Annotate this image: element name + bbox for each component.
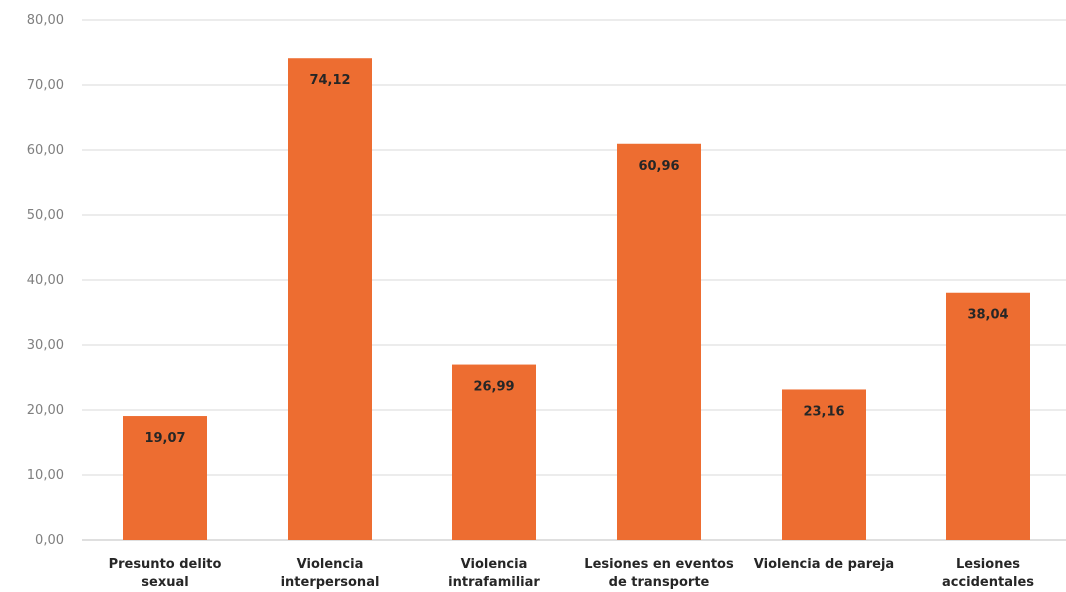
category-label-line: interpersonal [281,575,380,590]
category-label: Presunto delito sexual [109,557,222,590]
data-label: 60,96 [638,159,679,174]
category-label-line: de transporte [609,575,710,590]
category-label: Violencia interpersonal [281,557,380,590]
bar [452,364,536,540]
category-label-line: Presunto delito [109,557,222,572]
category-label: Lesiones accidentales [942,557,1034,590]
category-label-line: Violencia [461,557,528,572]
category-label-line: intrafamiliar [448,575,540,590]
data-label: 38,04 [967,308,1008,323]
y-tick-label: 0,00 [35,533,64,548]
bar [946,292,1030,540]
data-label: 23,16 [803,404,844,419]
data-label: 19,07 [144,431,185,446]
category-label: Lesiones en eventos de transporte [584,557,734,590]
y-tick-label: 40,00 [27,273,64,288]
bar [617,143,701,540]
category-label-line: sexual [141,575,188,590]
bar [782,389,866,540]
y-tick-label: 50,00 [27,208,64,223]
y-tick-label: 30,00 [27,338,64,353]
y-tick-label: 10,00 [27,468,64,483]
bar [288,58,372,540]
category-label-line: Violencia de pareja [754,557,894,572]
category-label: Violencia intrafamiliar [448,557,540,590]
category-label-line: Violencia [297,557,364,572]
y-tick-label: 70,00 [27,78,64,93]
y-tick-label: 60,00 [27,143,64,158]
category-label-line: Lesiones [956,557,1020,572]
data-label: 26,99 [473,380,514,395]
y-tick-label: 80,00 [27,13,64,28]
y-tick-label: 20,00 [27,403,64,418]
data-label: 74,12 [309,73,350,88]
category-label-line: accidentales [942,575,1034,590]
bar [123,416,207,540]
category-label: Violencia de pareja [754,557,894,572]
category-label-line: Lesiones en eventos [584,557,734,572]
